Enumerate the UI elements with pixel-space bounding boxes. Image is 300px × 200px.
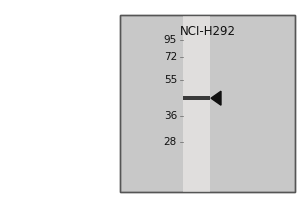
Bar bbox=[120, 15, 295, 192]
Bar bbox=[183, 96, 210, 100]
Bar bbox=[183, 15, 210, 192]
Text: 36: 36 bbox=[164, 111, 177, 121]
Text: 55: 55 bbox=[164, 75, 177, 85]
Text: NCI-H292: NCI-H292 bbox=[179, 25, 236, 38]
Text: 28: 28 bbox=[164, 137, 177, 147]
Text: 72: 72 bbox=[164, 52, 177, 62]
Text: 95: 95 bbox=[164, 35, 177, 45]
Polygon shape bbox=[211, 91, 221, 105]
Bar bbox=[120, 15, 295, 192]
